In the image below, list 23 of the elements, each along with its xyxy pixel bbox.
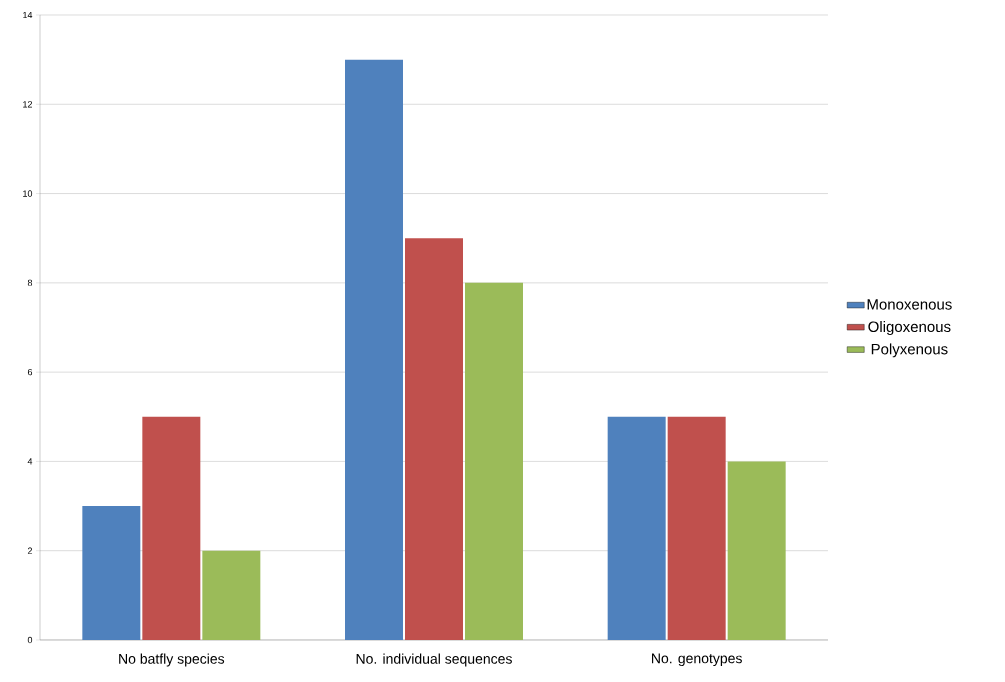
y-tick-label: 4: [27, 458, 33, 465]
x-tick-label: No. individual sequences: [356, 653, 512, 667]
bar: [142, 416, 201, 640]
bar: [405, 238, 463, 640]
y-tick-label: 14: [23, 11, 33, 19]
y-tick-label: 12: [23, 101, 33, 108]
bar: [82, 506, 141, 640]
bar: [345, 59, 403, 640]
bar: [202, 550, 261, 640]
legend-label: Oligoxenous: [868, 321, 951, 335]
bar: [727, 461, 786, 640]
y-tick-label: 0: [27, 636, 33, 644]
bar: [667, 416, 726, 640]
legend-label: Monoxenous: [867, 299, 952, 310]
y-tick-label: 6: [27, 368, 33, 376]
y-tick-label: 8: [27, 279, 33, 287]
bar: [465, 282, 523, 640]
bar: [607, 416, 666, 640]
y-tick-label: 2: [27, 547, 33, 554]
legend-label: Polyxenous: [871, 343, 948, 358]
y-tick-label: 10: [23, 190, 33, 197]
x-tick-label: No. genotypes: [652, 653, 742, 667]
x-tick-label: No batfly species: [119, 653, 225, 667]
